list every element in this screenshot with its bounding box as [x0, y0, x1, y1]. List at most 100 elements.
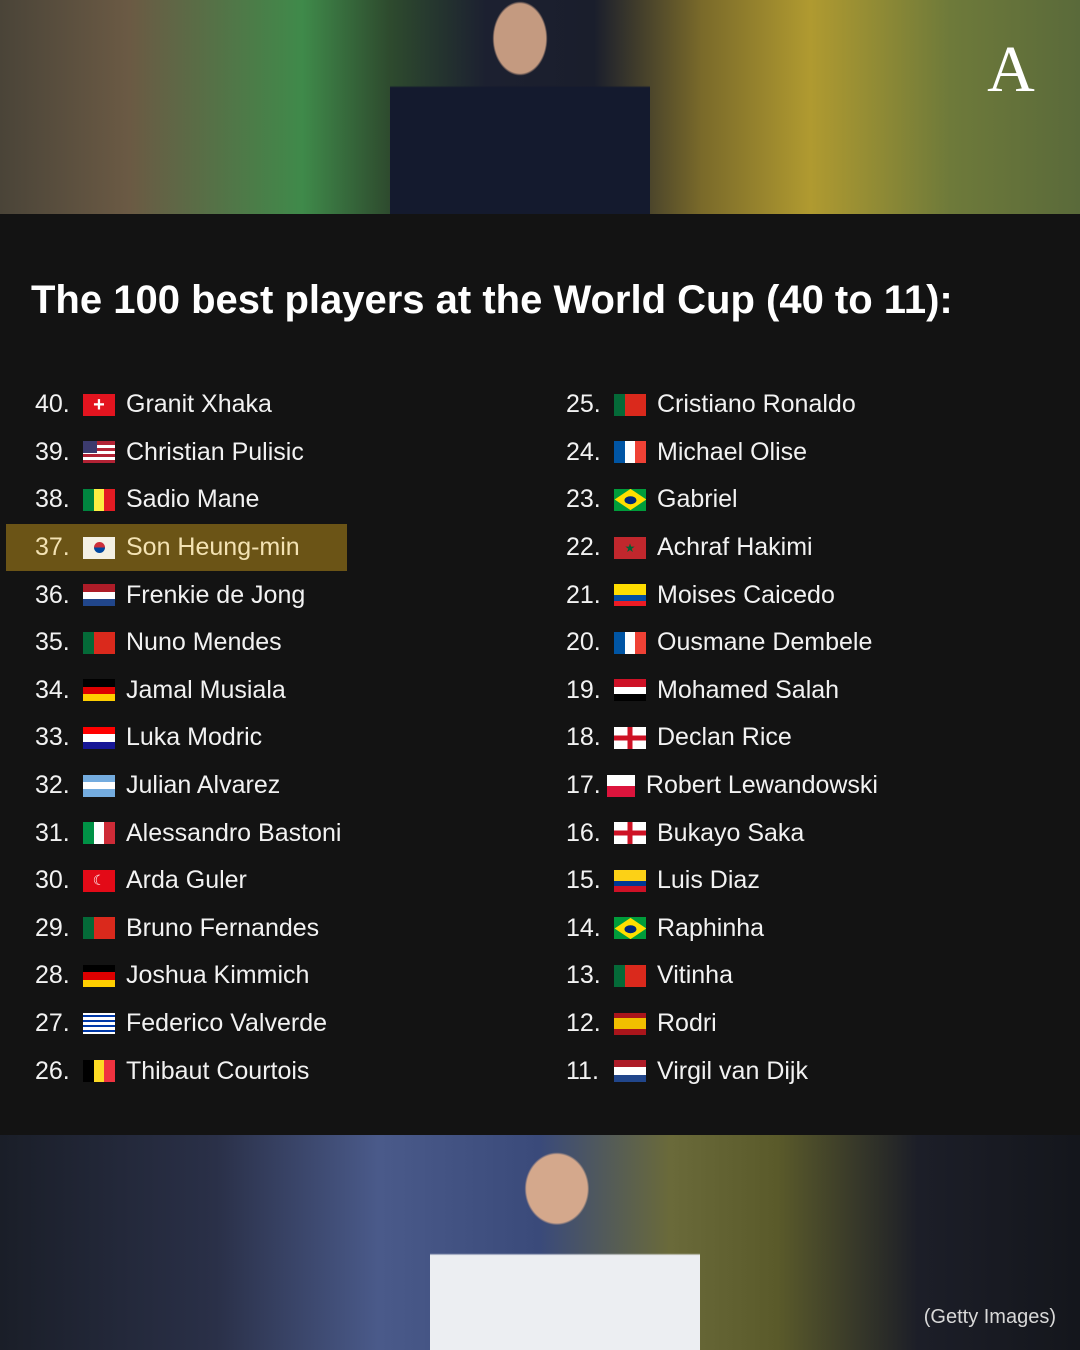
rank-number: 37. [35, 533, 70, 562]
brazil-flag-icon [614, 488, 646, 511]
germany-flag-icon [83, 679, 115, 702]
player-name: Virgil van Dijk [657, 1056, 808, 1085]
player-name: Rodri [657, 1009, 717, 1038]
list-item: 16. Bukayo Saka [537, 809, 878, 857]
player-name: Thibaut Courtois [126, 1056, 310, 1085]
player-name: Jamal Musiala [126, 675, 286, 704]
ecuador-flag-icon [614, 584, 646, 607]
rank-number: 25. [566, 390, 601, 419]
egypt-flag-icon [614, 679, 646, 702]
rank-number: 21. [566, 580, 601, 609]
player-name: Cristiano Ronaldo [657, 390, 856, 419]
rank-number: 31. [35, 818, 70, 847]
player-name: Nuno Mendes [126, 628, 282, 657]
player-name: Achraf Hakimi [657, 533, 813, 562]
player-image [430, 1135, 700, 1350]
south-korea-flag-icon [83, 536, 115, 559]
list-item: 30. ☾ Arda Guler [6, 857, 347, 905]
argentina-flag-icon [83, 774, 115, 797]
ranking-list-left: 40. + Granit Xhaka 39. Christian Pulisic 38. S… [6, 381, 506, 1095]
portugal-flag-icon [614, 964, 646, 987]
player-name: Declan Rice [657, 723, 792, 752]
player-name: Ousmane Dembele [657, 628, 873, 657]
rank-number: 33. [35, 723, 70, 752]
list-item: 35. Nuno Mendes [6, 619, 347, 667]
list-item: 18. Declan Rice [537, 714, 878, 762]
england-flag-icon [614, 822, 646, 845]
rank-number: 12. [566, 1009, 601, 1038]
rank-number: 29. [35, 913, 70, 942]
player-name: Vitinha [657, 961, 733, 990]
player-name: Luka Modric [126, 723, 263, 752]
list-item: 36. Frenkie de Jong [6, 571, 347, 619]
list-item: 12. Rodri [537, 1000, 878, 1048]
rank-number: 24. [566, 437, 601, 466]
player-name: Son Heung-min [126, 533, 300, 562]
rank-number: 26. [35, 1056, 70, 1085]
rank-number: 11. [566, 1056, 599, 1085]
list-item: 14. Raphinha [537, 905, 878, 953]
rank-number: 27. [35, 1009, 70, 1038]
player-name: Mohamed Salah [657, 675, 840, 704]
portugal-flag-icon [83, 917, 115, 940]
player-name: Bruno Fernandes [126, 913, 320, 942]
poland-flag-icon [607, 774, 635, 797]
list-item: 27. Federico Valverde [6, 1000, 347, 1048]
usa-flag-icon [83, 441, 115, 464]
croatia-flag-icon [83, 726, 115, 749]
page-title: The 100 best players at the World Cup (4… [31, 278, 953, 322]
player-name: Sadio Mane [126, 485, 260, 514]
brazil-flag-icon [614, 917, 646, 940]
list-item: 22. ★ Achraf Hakimi [537, 524, 878, 572]
rank-number: 23. [566, 485, 601, 514]
list-item: 28. Joshua Kimmich [6, 952, 347, 1000]
list-item: 24. Michael Olise [537, 429, 878, 477]
list-item: 20. Ousmane Dembele [537, 619, 878, 667]
player-name: Bukayo Saka [657, 818, 805, 847]
player-name: Raphinha [657, 913, 765, 942]
player-name: Gabriel [657, 485, 738, 514]
rank-number: 18. [566, 723, 601, 752]
rank-number: 35. [35, 628, 70, 657]
list-item: 13. Vitinha [537, 952, 878, 1000]
list-item: 23. Gabriel [537, 476, 878, 524]
france-flag-icon [614, 441, 646, 464]
player-name: Frenkie de Jong [126, 580, 306, 609]
rank-number: 16. [566, 818, 601, 847]
list-item: 29. Bruno Fernandes [6, 905, 347, 953]
list-item: 11. Virgil van Dijk [537, 1047, 878, 1095]
player-name: Granit Xhaka [126, 390, 272, 419]
player-name: Arda Guler [126, 866, 247, 895]
player-name: Federico Valverde [126, 1009, 328, 1038]
germany-flag-icon [83, 964, 115, 987]
list-item: 26. Thibaut Courtois [6, 1047, 347, 1095]
list-item: 15. Luis Diaz [537, 857, 878, 905]
footer-photo [0, 1135, 1080, 1350]
italy-flag-icon [83, 822, 115, 845]
rank-number: 34. [35, 675, 70, 704]
list-item: 17. Robert Lewandowski [537, 762, 878, 810]
player-name: Christian Pulisic [126, 437, 304, 466]
portugal-flag-icon [614, 393, 646, 416]
senegal-flag-icon [83, 488, 115, 511]
netherlands-flag-icon [83, 584, 115, 607]
the-athletic-logo: A [987, 33, 1035, 106]
list-item: 19. Mohamed Salah [537, 667, 878, 715]
colombia-flag-icon [614, 869, 646, 892]
rank-number: 38. [35, 485, 70, 514]
rank-number: 22. [566, 533, 601, 562]
switzerland-flag-icon: + [83, 393, 115, 416]
rank-number: 14. [566, 913, 601, 942]
list-item: 32. Julian Alvarez [6, 762, 347, 810]
player-name: Moises Caicedo [657, 580, 835, 609]
rank-number: 40. [35, 390, 70, 419]
england-flag-icon [614, 726, 646, 749]
photo-credit: (Getty Images) [923, 1306, 1056, 1328]
rank-number: 15. [566, 866, 601, 895]
player-image [390, 0, 650, 214]
player-name: Robert Lewandowski [645, 771, 878, 800]
rank-number: 32. [35, 771, 70, 800]
list-item: 34. Jamal Musiala [6, 667, 347, 715]
uruguay-flag-icon [83, 1012, 115, 1035]
player-name: Julian Alvarez [126, 771, 281, 800]
